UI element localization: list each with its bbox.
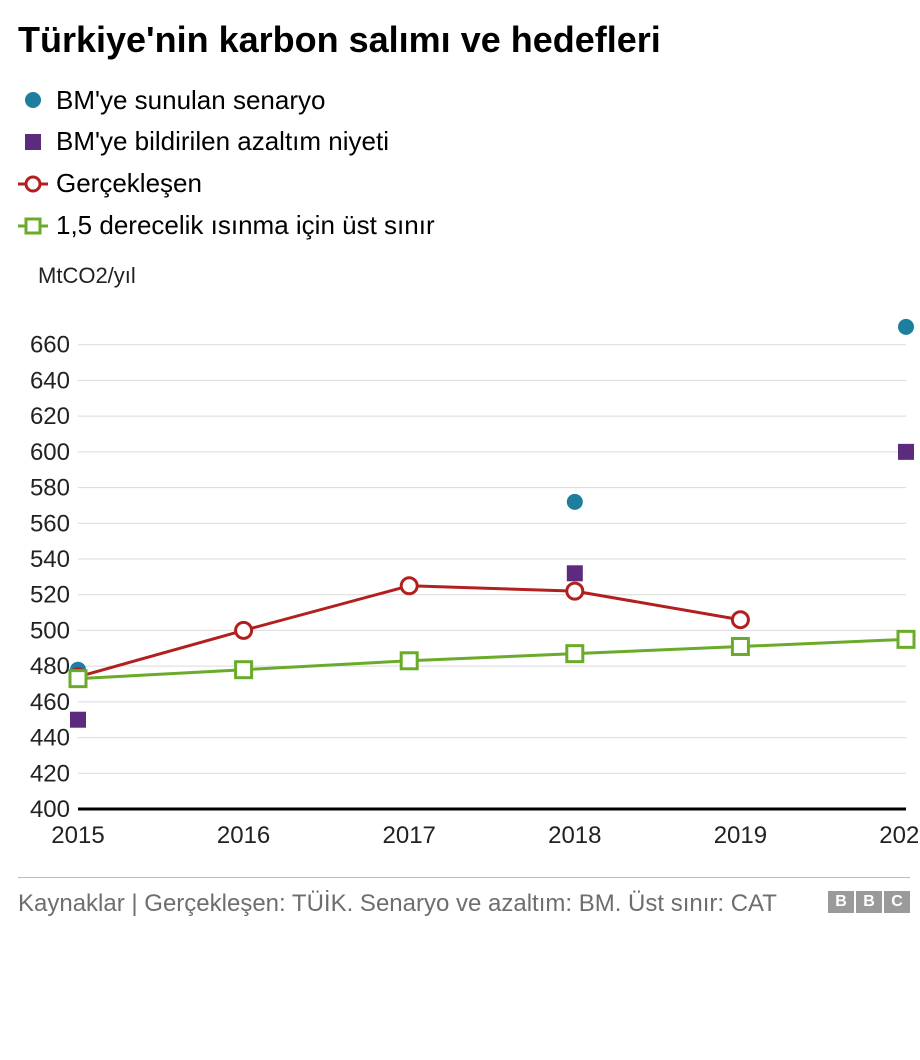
- legend-marker-icon: [18, 90, 48, 110]
- chart-svg: 400 420 440 460 480 500 520 540 560 580 600 620 640 6…: [18, 299, 918, 859]
- legend-marker-icon: [18, 132, 48, 152]
- svg-text:420: 420: [30, 760, 70, 787]
- source-text: Kaynaklar | Gerçekleşen: TÜİK. Senaryo v…: [18, 888, 777, 920]
- legend-label: BM'ye sunulan senaryo: [56, 84, 325, 118]
- svg-text:560: 560: [30, 510, 70, 537]
- svg-text:620: 620: [30, 403, 70, 430]
- svg-text:640: 640: [30, 367, 70, 394]
- svg-text:2020: 2020: [879, 822, 918, 849]
- chart-plot-area: 400 420 440 460 480 500 520 540 560 580 600 620 640 6…: [18, 299, 918, 859]
- svg-text:520: 520: [30, 581, 70, 608]
- data-point: [567, 645, 583, 661]
- y-axis-label: MtCO2/yıl: [38, 263, 910, 289]
- svg-text:2019: 2019: [714, 822, 767, 849]
- legend-item: Gerçekleşen: [18, 167, 910, 201]
- data-point: [898, 444, 914, 460]
- bbc-logo-c: C: [884, 891, 910, 913]
- svg-text:2016: 2016: [217, 822, 270, 849]
- svg-text:2018: 2018: [548, 822, 601, 849]
- bbc-logo-b2: B: [856, 891, 882, 913]
- chart-container: Türkiye'nin karbon salımı ve hedefleri B…: [0, 0, 920, 930]
- data-point: [567, 494, 583, 510]
- svg-text:400: 400: [30, 796, 70, 823]
- data-point: [732, 638, 748, 654]
- chart-footer: Kaynaklar | Gerçekleşen: TÜİK. Senaryo v…: [18, 877, 910, 920]
- svg-text:600: 600: [30, 439, 70, 466]
- legend: BM'ye sunulan senaryo BM'ye bildirilen az…: [18, 84, 910, 243]
- svg-text:480: 480: [30, 653, 70, 680]
- bbc-logo-b1: B: [828, 891, 854, 913]
- legend-label: Gerçekleşen: [56, 167, 202, 201]
- series-line-ust-sinir: [78, 639, 906, 678]
- svg-text:540: 540: [30, 546, 70, 573]
- data-point: [732, 611, 748, 627]
- chart-title: Türkiye'nin karbon salımı ve hedefleri: [18, 20, 910, 60]
- svg-text:460: 460: [30, 689, 70, 716]
- svg-text:660: 660: [30, 331, 70, 358]
- legend-marker-icon: [18, 216, 48, 236]
- bbc-logo: B B C: [828, 891, 910, 913]
- legend-item: BM'ye bildirilen azaltım niyeti: [18, 125, 910, 159]
- data-point: [236, 661, 252, 677]
- svg-text:2017: 2017: [383, 822, 436, 849]
- legend-item: BM'ye sunulan senaryo: [18, 84, 910, 118]
- data-point: [401, 578, 417, 594]
- data-point: [898, 631, 914, 647]
- legend-item: 1,5 derecelik ısınma için üst sınır: [18, 209, 910, 243]
- data-point: [401, 653, 417, 669]
- svg-text:2015: 2015: [51, 822, 104, 849]
- data-point: [567, 565, 583, 581]
- legend-marker-icon: [18, 174, 48, 194]
- legend-label: 1,5 derecelik ısınma için üst sınır: [56, 209, 435, 243]
- svg-text:500: 500: [30, 617, 70, 644]
- legend-label: BM'ye bildirilen azaltım niyeti: [56, 125, 389, 159]
- data-point: [567, 583, 583, 599]
- svg-text:440: 440: [30, 724, 70, 751]
- data-point: [70, 670, 86, 686]
- svg-text:580: 580: [30, 474, 70, 501]
- data-point: [70, 711, 86, 727]
- data-point: [898, 319, 914, 335]
- data-point: [236, 622, 252, 638]
